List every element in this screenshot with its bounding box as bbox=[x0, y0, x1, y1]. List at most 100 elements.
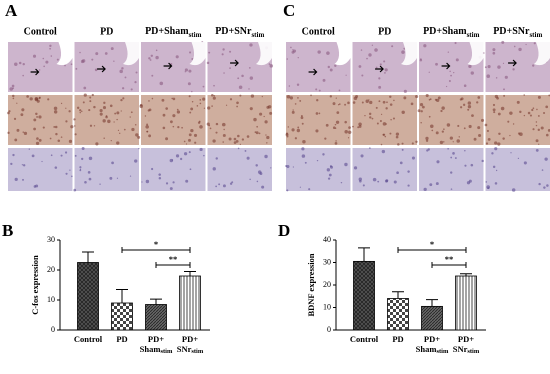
cell-stain bbox=[110, 47, 114, 51]
cell-stain bbox=[155, 55, 159, 60]
cell-stain bbox=[535, 139, 539, 143]
column-label: PD+Shamstim bbox=[423, 26, 479, 38]
cell-stain bbox=[502, 137, 505, 140]
cell-stain bbox=[215, 122, 219, 126]
cell-stain bbox=[202, 97, 206, 101]
cell-stain bbox=[289, 96, 294, 100]
y-tick-label: 0 bbox=[51, 325, 55, 334]
cell-stain bbox=[89, 100, 92, 103]
cell-stain bbox=[188, 133, 192, 137]
micrograph bbox=[8, 95, 73, 145]
cell-stain bbox=[487, 65, 491, 69]
y-axis-label: BDNF expression bbox=[306, 253, 316, 316]
cell-stain bbox=[165, 107, 168, 110]
cell-stain bbox=[308, 188, 311, 191]
cell-stain bbox=[165, 137, 169, 141]
cell-stain bbox=[188, 138, 191, 142]
cell-stain bbox=[512, 123, 515, 125]
cell-stain bbox=[89, 124, 93, 127]
cell-stain bbox=[175, 154, 180, 158]
cell-stain bbox=[79, 111, 81, 114]
cell-stain bbox=[468, 64, 472, 69]
cell-stain bbox=[11, 84, 15, 88]
cell-stain bbox=[454, 157, 457, 160]
cell-stain bbox=[428, 115, 431, 118]
cell-stain bbox=[137, 135, 141, 139]
cell-stain bbox=[493, 111, 496, 114]
cell-stain bbox=[215, 157, 218, 160]
cell-stain bbox=[208, 51, 211, 54]
cell-stain bbox=[310, 94, 312, 97]
cell-stain bbox=[338, 103, 341, 105]
cell-stain bbox=[180, 157, 183, 161]
cell-stain bbox=[212, 167, 216, 171]
cell-stain bbox=[435, 131, 439, 135]
cell-stain bbox=[74, 125, 76, 127]
cell-stain bbox=[362, 184, 365, 187]
x-tick-label: SNrstim bbox=[453, 344, 480, 356]
cell-stain bbox=[358, 65, 362, 68]
ventricle bbox=[256, 42, 272, 66]
cell-stain bbox=[266, 135, 270, 140]
cell-stain bbox=[517, 132, 521, 135]
cell-stain bbox=[423, 44, 427, 48]
cell-stain bbox=[477, 126, 481, 130]
cell-stain bbox=[523, 114, 526, 117]
x-tick-label: Control bbox=[350, 334, 379, 344]
cell-stain bbox=[76, 106, 80, 110]
cell-stain bbox=[385, 107, 388, 110]
cell-stain bbox=[470, 71, 474, 75]
cell-stain bbox=[286, 58, 289, 60]
cell-stain bbox=[231, 181, 234, 184]
cell-stain bbox=[358, 177, 362, 181]
cell-stain bbox=[371, 44, 374, 46]
cell-stain bbox=[134, 124, 137, 126]
cell-stain bbox=[538, 143, 540, 145]
bar bbox=[111, 302, 133, 331]
cell-stain bbox=[105, 115, 108, 119]
cell-stain bbox=[117, 129, 120, 131]
text-part: SNr bbox=[453, 344, 468, 354]
error-bar bbox=[116, 289, 128, 303]
cell-stain bbox=[81, 147, 85, 151]
significance-mark: ** bbox=[169, 254, 178, 264]
cell-stain bbox=[22, 164, 26, 167]
error-bar bbox=[82, 251, 94, 263]
cell-stain bbox=[151, 167, 154, 171]
cell-stain bbox=[476, 101, 479, 104]
cell-stain bbox=[288, 85, 291, 87]
cell-stain bbox=[69, 169, 71, 171]
cell-stain bbox=[189, 51, 192, 54]
cell-stain bbox=[345, 74, 347, 76]
cell-stain bbox=[378, 100, 381, 103]
cell-stain bbox=[222, 184, 226, 188]
cell-stain bbox=[385, 179, 388, 183]
cell-stain bbox=[494, 147, 498, 151]
cell-stain bbox=[507, 120, 510, 123]
cell-stain bbox=[377, 180, 380, 183]
cell-stain bbox=[431, 129, 434, 132]
cell-stain bbox=[47, 98, 50, 101]
cell-stain bbox=[130, 111, 133, 114]
cell-stain bbox=[302, 140, 306, 144]
cell-stain bbox=[222, 133, 226, 137]
cell-stain bbox=[423, 187, 427, 192]
cell-stain bbox=[393, 99, 395, 102]
cell-stain bbox=[189, 111, 192, 114]
cell-stain bbox=[481, 159, 484, 163]
cell-stain bbox=[547, 128, 550, 132]
cell-stain bbox=[335, 97, 337, 99]
cell-stain bbox=[334, 123, 337, 126]
cell-stain bbox=[542, 111, 546, 115]
cell-stain bbox=[290, 46, 292, 49]
cell-stain bbox=[233, 137, 237, 141]
cell-stain bbox=[169, 187, 173, 191]
cell-stain bbox=[369, 116, 372, 119]
cell-stain bbox=[184, 68, 188, 72]
cell-stain bbox=[93, 125, 96, 127]
cell-stain bbox=[79, 109, 82, 112]
cell-stain bbox=[79, 51, 81, 54]
cell-stain bbox=[360, 154, 364, 158]
error-bar bbox=[460, 273, 472, 276]
cell-stain bbox=[467, 104, 472, 109]
